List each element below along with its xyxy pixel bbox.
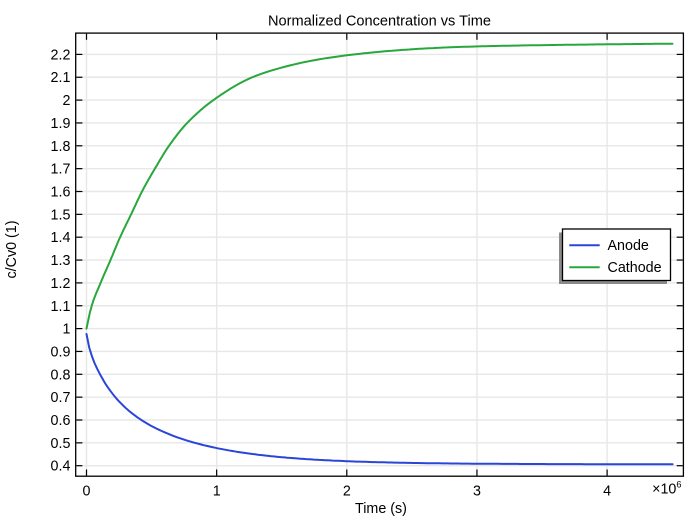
svg-text:0.6: 0.6 xyxy=(51,413,71,429)
svg-text:1.9: 1.9 xyxy=(51,116,71,132)
svg-text:2.2: 2.2 xyxy=(51,47,71,63)
svg-text:c/Cv0 (1): c/Cv0 (1) xyxy=(4,221,20,279)
svg-text:1.2: 1.2 xyxy=(51,276,71,292)
svg-text:0.5: 0.5 xyxy=(51,436,71,452)
svg-text:1: 1 xyxy=(62,322,70,338)
svg-text:1.3: 1.3 xyxy=(51,253,71,269)
svg-text:0.9: 0.9 xyxy=(51,344,71,360)
svg-text:3: 3 xyxy=(473,483,481,499)
svg-text:×106: ×106 xyxy=(652,480,681,498)
svg-text:1.8: 1.8 xyxy=(51,139,71,155)
svg-text:Time (s): Time (s) xyxy=(355,501,407,517)
svg-text:0.7: 0.7 xyxy=(51,390,71,406)
svg-text:1.7: 1.7 xyxy=(51,162,71,178)
svg-text:2: 2 xyxy=(62,93,70,109)
svg-text:0: 0 xyxy=(83,483,91,499)
svg-text:1: 1 xyxy=(213,483,221,499)
svg-text:2.1: 2.1 xyxy=(51,70,71,86)
svg-text:1.1: 1.1 xyxy=(51,299,71,315)
svg-text:Cathode: Cathode xyxy=(608,260,662,276)
svg-text:1.6: 1.6 xyxy=(51,185,71,201)
svg-text:1.4: 1.4 xyxy=(51,230,71,246)
svg-text:0.4: 0.4 xyxy=(51,459,71,475)
svg-text:Anode: Anode xyxy=(608,238,649,254)
svg-text:0.8: 0.8 xyxy=(51,367,71,383)
svg-text:1.5: 1.5 xyxy=(51,207,71,223)
svg-text:4: 4 xyxy=(603,483,611,499)
svg-text:Normalized Concentration vs Ti: Normalized Concentration vs Time xyxy=(268,14,491,30)
svg-text:2: 2 xyxy=(343,483,351,499)
